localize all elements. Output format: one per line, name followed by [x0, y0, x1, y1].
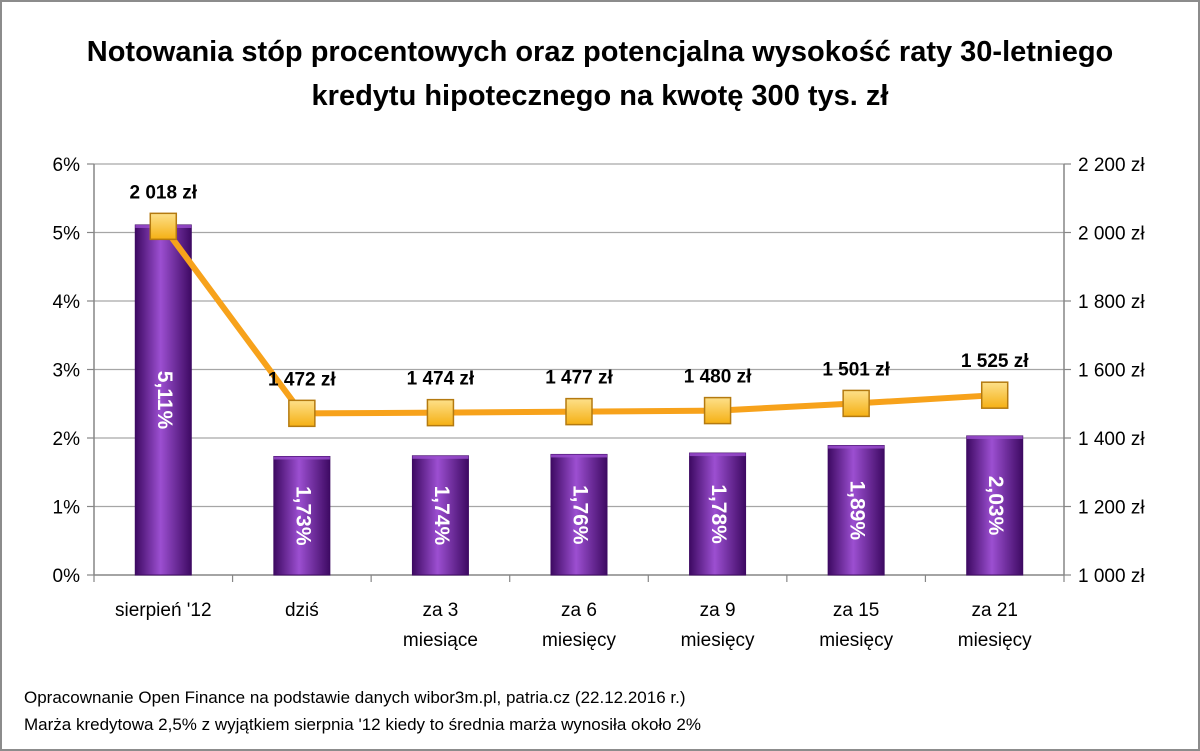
- footer-notes: Opracownanie Open Finance na podstawie d…: [24, 684, 701, 738]
- line-point-marker: [149, 212, 178, 241]
- x-category-label: za 21: [971, 600, 1017, 621]
- bar: [827, 445, 885, 576]
- x-category-label: za 9: [700, 600, 736, 621]
- line-point-marker: [565, 397, 593, 426]
- line-point-marker: [703, 396, 732, 425]
- bar-data-label: 1,78%: [707, 484, 730, 544]
- line-point-marker: [288, 399, 316, 428]
- bar-series: 5,11% 1,73% 1,74% 1,76% 1,78% 1,89% 2,03%: [134, 224, 1024, 576]
- bar: [966, 435, 1024, 576]
- bar-data-label: 1,73%: [291, 486, 314, 546]
- line-data-label: 1 525 zł: [961, 351, 1029, 372]
- bar-top-highlight: [966, 435, 1023, 439]
- chart-title-line-2: kredytu hipotecznego na kwotę 300 tys. z…: [311, 80, 889, 112]
- bar: [134, 224, 192, 576]
- y-left-tick-label: 4%: [53, 292, 81, 313]
- bar-data-label: 1,76%: [568, 485, 591, 545]
- chart-title-line-1: Notowania stóp procentowych oraz potencj…: [86, 36, 1114, 68]
- footer-source: Opracownanie Open Finance na podstawie d…: [24, 688, 686, 707]
- line-data-label: 1 480 zł: [684, 367, 752, 388]
- y-left-tick-label: 1%: [53, 498, 81, 519]
- bar: [411, 455, 469, 576]
- line-data-label: 1 474 zł: [407, 369, 475, 390]
- line-data-label: 1 501 zł: [822, 359, 890, 380]
- bar-top-highlight: [551, 454, 607, 458]
- x-category-label: miesięcy: [542, 630, 616, 651]
- x-category-label: za 15: [833, 600, 879, 621]
- line-series: 2 018 zł 1 472 zł 1 474 zł 1 477 zł 1 480 zł…: [129, 182, 1029, 428]
- y-left-tick-label: 5%: [53, 224, 81, 245]
- x-category-label: za 3: [422, 600, 458, 621]
- y-right-tick-label: 1 400 zł: [1078, 429, 1145, 450]
- bar-top-highlight: [273, 456, 330, 460]
- y-left-tick-label: 6%: [53, 155, 81, 176]
- axes: 0% 1% 2% 3% 4% 5% 6% 1 000 zł 1 200 zł 1 400 zł 1 …: [53, 155, 1146, 651]
- bar-data-label: 5,11%: [153, 371, 176, 430]
- x-category-label: dziś: [285, 600, 319, 621]
- y-left-tick-label: 2%: [53, 429, 81, 450]
- line-point-marker: [842, 389, 870, 418]
- x-category-label: sierpień '12: [115, 600, 212, 621]
- y-right-tick-label: 2 000 zł: [1078, 224, 1145, 245]
- line-data-label: 1 472 zł: [268, 369, 336, 390]
- bar-data-label: 1,74%: [430, 486, 453, 546]
- x-category-label: miesięcy: [681, 630, 755, 651]
- chart-title: Notowania stóp procentowych oraz potencj…: [2, 30, 1198, 118]
- y-right-tick-label: 1 800 zł: [1078, 292, 1145, 313]
- x-category-label: miesięcy: [958, 630, 1032, 651]
- bar-data-label: 1,89%: [846, 480, 869, 540]
- bar-data-label: 2,03%: [984, 476, 1007, 536]
- y-right-tick-label: 1 200 zł: [1078, 498, 1145, 519]
- bar-top-highlight: [828, 445, 885, 449]
- y-right-tick-label: 2 200 zł: [1078, 155, 1145, 176]
- y-left-tick-label: 0%: [53, 566, 81, 587]
- bar: [273, 455, 331, 576]
- x-category-label: miesiące: [403, 630, 478, 651]
- line-data-label: 2 018 zł: [129, 182, 197, 203]
- y-right-tick-label: 1 000 zł: [1078, 566, 1145, 587]
- x-category-label: za 6: [561, 600, 597, 621]
- bar-top-highlight: [412, 455, 469, 459]
- y-right-tick-label: 1 600 zł: [1078, 361, 1145, 382]
- line-point-marker: [426, 398, 455, 427]
- x-category-label: miesięcy: [819, 630, 893, 651]
- bar-top-highlight: [689, 453, 746, 457]
- line-data-label: 1 477 zł: [545, 368, 613, 389]
- y-left-tick-label: 3%: [53, 361, 81, 382]
- line-point-marker: [980, 381, 1009, 409]
- footer-note: Marża kredytowa 2,5% z wyjątkiem sierpni…: [24, 715, 701, 734]
